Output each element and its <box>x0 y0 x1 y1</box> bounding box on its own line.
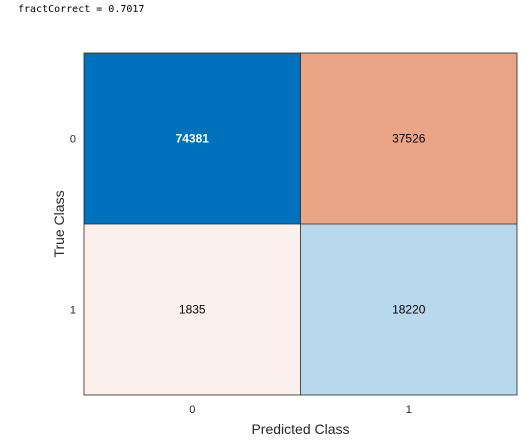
x-tick-label: 0 <box>189 404 195 416</box>
plot-border <box>83 52 518 396</box>
matrix-cell-0-1 <box>300 53 517 224</box>
console-output-line: fractCorrect = 0.7017 <box>18 4 145 15</box>
matrix-cell-value-0-1: 37526 <box>392 132 426 146</box>
y-axis-title: True Class <box>51 190 67 257</box>
x-tick-label: 1 <box>406 404 412 416</box>
matrix-cell-1-1 <box>300 224 517 395</box>
matrix-cell-value-0-0: 74381 <box>176 132 210 146</box>
matrix-cell-value-1-1: 18220 <box>392 303 426 317</box>
y-tick-label: 0 <box>70 134 76 146</box>
matrix-cell-1-0 <box>84 224 301 395</box>
y-tick-label: 1 <box>70 305 76 317</box>
x-axis-title: Predicted Class <box>251 421 349 437</box>
matrix-cell-0-0 <box>84 53 301 224</box>
matrix-cell-value-1-0: 1835 <box>179 303 206 317</box>
